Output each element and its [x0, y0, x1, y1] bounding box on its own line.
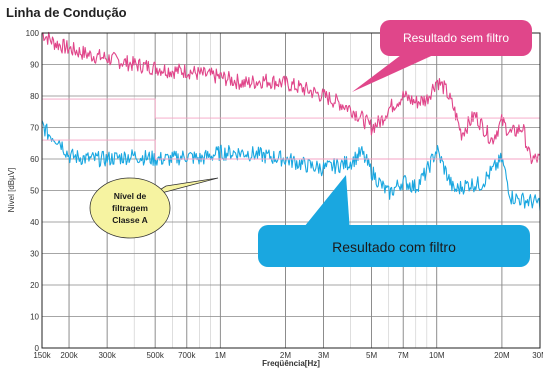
callout-com-filtro: Resultado com filtro [258, 175, 530, 267]
series-group [41, 31, 541, 211]
x-axis-label: Freqüência[Hz] [262, 359, 320, 368]
callout-com-filtro-box [258, 225, 530, 267]
y-tick-label: 20 [30, 281, 39, 290]
limit-line [42, 98, 540, 119]
x-tick-label: 5M [366, 351, 377, 360]
x-tick-label: 20M [494, 351, 510, 360]
callout-com-filtro-label: Resultado com filtro [332, 239, 456, 255]
x-tick-label: 2M [280, 351, 291, 360]
x-tick-label: 700k [178, 351, 196, 360]
y-tick-label: 0 [35, 344, 40, 353]
x-tick-label: 10M [429, 351, 445, 360]
callout-classe-a-line-3: Classe A [112, 215, 148, 225]
callout-classe-a-line-1: Nível de [114, 191, 147, 201]
x-tick-label: 200k [60, 351, 78, 360]
callout-classe-a: Nível de filtragem Classe A [89, 177, 219, 239]
series-line-sem-filtro [41, 31, 541, 165]
y-tick-label: 90 [30, 61, 39, 70]
callout-sem-filtro-pointer [352, 52, 440, 92]
y-tick-label: 70 [30, 124, 39, 133]
y-tick-label: 10 [30, 313, 39, 322]
x-tick-label: 7M [398, 351, 409, 360]
y-tick-label: 50 [30, 187, 39, 196]
limit-line [42, 139, 540, 160]
callout-classe-a-line-2: filtragem [112, 203, 148, 213]
chart-title: Linha de Condução [6, 5, 127, 20]
y-tick-label: 80 [30, 92, 39, 101]
callout-sem-filtro-box [380, 20, 532, 56]
callout-classe-a-bubble [89, 177, 171, 239]
x-tick-label: 150k [33, 351, 51, 360]
x-tick-label: 3M [318, 351, 329, 360]
callout-sem-filtro-label: Resultado sem filtro [403, 31, 509, 45]
plot-frame [41, 32, 541, 349]
y-tick-label: 60 [30, 155, 39, 164]
series-line-com-filtro [41, 120, 541, 211]
x-tick-label: 300k [98, 351, 116, 360]
callout-com-filtro-pointer [300, 175, 350, 232]
y-axis-label: Nível [dBµV] [7, 168, 16, 213]
y-tick-label: 40 [30, 218, 39, 227]
callout-sem-filtro: Resultado sem filtro [352, 20, 532, 92]
x-tick-label: 500k [146, 351, 164, 360]
y-tick-label: 100 [26, 29, 40, 38]
x-tick-label: 1M [215, 351, 226, 360]
x-tick-label: 30M [532, 351, 543, 360]
ticks: 150k 200k 300k 500k 700k 1M 2M 3M 5M 7M 10M 20M 30M 0… [26, 29, 543, 360]
y-tick-label: 30 [30, 250, 39, 259]
